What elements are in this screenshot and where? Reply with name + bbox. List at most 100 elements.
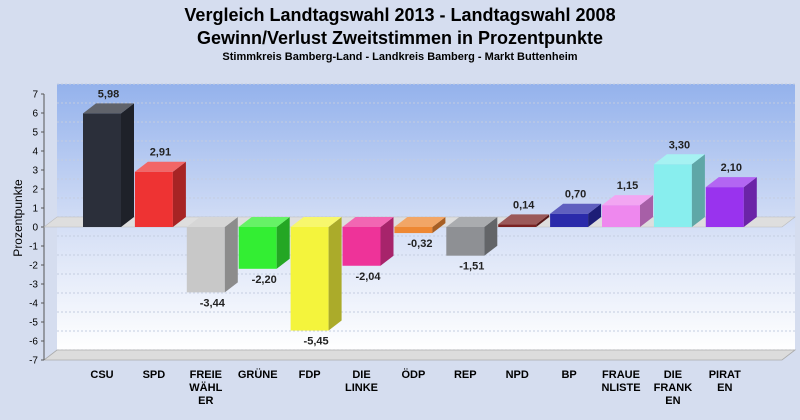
x-tick-label: PIRAT xyxy=(709,369,741,381)
bar-front xyxy=(83,113,121,227)
plot-floor xyxy=(42,349,797,361)
bar-side xyxy=(432,217,446,234)
bar-12 xyxy=(705,177,757,227)
y-tick-label: -3 xyxy=(29,280,38,291)
y-tick-label: 1 xyxy=(32,204,38,215)
bar-0 xyxy=(83,103,134,227)
bar-top xyxy=(134,161,186,172)
bar-value-label: 2,10 xyxy=(721,162,742,174)
x-tick-label: FREIE xyxy=(190,369,222,381)
bar-2 xyxy=(186,217,238,293)
x-tick-label: SPD xyxy=(143,369,166,381)
x-tick-label: GRÜNE xyxy=(238,368,278,381)
x-tick-label: EN xyxy=(717,382,732,394)
chart-title-line-2: Gewinn/Verlust Zweitstimmen in Prozentpu… xyxy=(196,28,604,48)
bar-value-label: -0,32 xyxy=(407,238,432,250)
bar-side xyxy=(224,217,238,293)
bar-front xyxy=(238,227,277,269)
x-tick-label: NPD xyxy=(506,369,529,381)
bar-front xyxy=(705,187,744,227)
x-tick-label: WÄHL xyxy=(189,381,222,394)
bar-top xyxy=(550,203,602,214)
bar-10 xyxy=(602,195,653,227)
y-tick-label: -6 xyxy=(29,337,38,348)
x-tick-label: DIE xyxy=(664,369,682,381)
bar-value-label: -1,51 xyxy=(459,261,484,273)
bar-11 xyxy=(653,154,705,227)
bar-front xyxy=(550,213,589,227)
bar-front xyxy=(498,224,537,227)
bar-value-label: 2,91 xyxy=(150,147,171,159)
bar-3 xyxy=(238,217,290,269)
bar-value-label: -2,20 xyxy=(252,274,277,286)
bar-front xyxy=(446,227,485,256)
x-tick-label: DIE xyxy=(352,369,370,381)
y-tick-label: 6 xyxy=(32,109,38,120)
y-tick-label: 2 xyxy=(32,185,38,196)
bar-side xyxy=(121,103,134,227)
bar-front xyxy=(394,227,433,234)
chart-subtitle: Stimmkreis Bamberg-Land - Landkreis Bamb… xyxy=(222,51,578,63)
x-tick-label: BP xyxy=(561,369,576,381)
bar-front xyxy=(602,205,640,227)
bar-top xyxy=(342,217,394,227)
bar-5 xyxy=(342,217,394,266)
bar-top xyxy=(394,217,446,227)
y-tick-label: 4 xyxy=(32,147,38,158)
x-tick-label: FDP xyxy=(299,369,321,381)
x-tick-label: NLISTE xyxy=(601,382,640,394)
bar-top xyxy=(653,154,705,165)
bar-top xyxy=(446,217,498,227)
bar-side xyxy=(328,217,342,331)
x-tick-label: LINKE xyxy=(345,382,378,394)
bar-side xyxy=(588,203,602,227)
y-tick-label: -5 xyxy=(29,318,38,329)
bar-value-label: 1,15 xyxy=(617,180,638,192)
bar-side xyxy=(380,217,394,266)
y-tick-label: 3 xyxy=(32,166,38,177)
bar-value-label: 5,98 xyxy=(98,88,119,100)
bar-front xyxy=(186,227,225,293)
bar-front xyxy=(290,227,329,331)
bar-side xyxy=(172,161,186,227)
x-tick-label: FRANK xyxy=(654,382,693,394)
bar-side xyxy=(691,154,705,227)
bar-value-label: 3,30 xyxy=(669,139,690,151)
bar-value-label: 0,14 xyxy=(513,199,535,211)
bar-top xyxy=(83,103,134,114)
y-tick-label: -7 xyxy=(29,356,38,367)
x-tick-label: ÖDP xyxy=(401,368,425,381)
bar-front xyxy=(653,164,692,227)
chart-title: Vergleich Landtagswahl 2013 - Landtagswa… xyxy=(0,4,800,50)
x-tick-label: EN xyxy=(665,395,680,407)
y-tick-label: 5 xyxy=(32,128,38,139)
x-tick-label: ER xyxy=(198,395,213,407)
bar-value-label: 0,70 xyxy=(565,189,586,201)
bar-6 xyxy=(394,217,446,234)
y-axis-title: Prozentpunkte xyxy=(11,179,25,257)
bar-top xyxy=(602,195,653,206)
x-tick-label: CSU xyxy=(90,369,113,381)
y-tick-label: -1 xyxy=(29,242,38,253)
y-tick-label: 0 xyxy=(32,223,38,234)
x-tick-label: FRAUE xyxy=(602,369,640,381)
bar-9 xyxy=(550,203,602,227)
bar-top xyxy=(186,217,238,227)
bar-value-label: -5,45 xyxy=(304,336,329,348)
bar-value-label: -3,44 xyxy=(200,297,226,309)
bar-side xyxy=(640,195,653,227)
bar-7 xyxy=(446,217,498,256)
bar-top xyxy=(498,214,550,225)
y-tick-label: -2 xyxy=(29,261,38,272)
bar-value-label: -2,04 xyxy=(355,271,381,283)
bar-top xyxy=(290,217,342,227)
bar-8 xyxy=(498,214,550,227)
bar-top xyxy=(238,217,290,227)
y-tick-label: -4 xyxy=(29,299,38,310)
chart-title-line-1: Vergleich Landtagswahl 2013 - Landtagswa… xyxy=(184,5,616,25)
bar-front xyxy=(342,227,381,266)
bar-side xyxy=(743,177,757,227)
bar-4 xyxy=(290,217,342,331)
bar-side xyxy=(276,217,290,269)
